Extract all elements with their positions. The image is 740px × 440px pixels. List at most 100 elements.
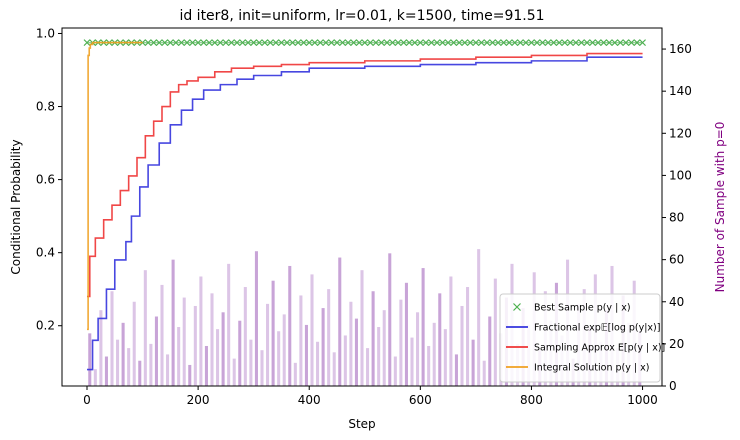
bar-zero-count <box>349 301 353 386</box>
bar-zero-count <box>388 253 392 386</box>
y2-tick-label: 60 <box>669 253 684 267</box>
best-sample-marker <box>450 39 458 47</box>
best-sample-marker <box>550 39 558 47</box>
y2-tick-label: 100 <box>669 168 692 182</box>
best-sample-marker <box>544 39 552 47</box>
best-sample-marker <box>489 39 496 47</box>
bar-zero-count <box>277 331 281 386</box>
series-markers-best-sample <box>83 39 646 47</box>
best-sample-marker <box>633 39 641 47</box>
bar-zero-count <box>360 270 364 386</box>
y2-axis-ticks: 0 20 40 60 80 100 120 140 160 <box>662 42 692 393</box>
bar-zero-count <box>88 333 92 386</box>
best-sample-marker <box>522 39 530 47</box>
x-tick-label: 0 <box>83 393 91 407</box>
y2-tick-label: 120 <box>669 126 692 140</box>
bar-zero-count <box>116 339 120 386</box>
best-sample-marker <box>200 39 208 47</box>
best-sample-marker <box>289 39 296 47</box>
y2-tick-label: 40 <box>669 295 684 309</box>
bar-zero-count <box>321 308 325 386</box>
bar-zero-count <box>232 358 236 386</box>
best-sample-marker <box>433 39 441 47</box>
bar-zero-count <box>177 327 181 386</box>
best-sample-marker <box>333 39 341 47</box>
bar-zero-count <box>471 339 475 386</box>
legend-label: Fractional exp𝔼[log p(y|x)] <box>534 323 660 334</box>
bar-zero-count <box>310 274 314 386</box>
legend-item: Fractional exp𝔼[log p(y|x)] <box>506 323 660 334</box>
legend-swatch <box>513 303 521 311</box>
best-sample-marker <box>639 39 646 47</box>
best-sample-marker <box>600 39 608 47</box>
best-sample-marker <box>355 39 363 47</box>
bar-zero-count <box>110 291 114 386</box>
bar-zero-count <box>121 322 125 386</box>
bar-zero-count <box>343 335 347 386</box>
best-sample-marker <box>405 39 413 47</box>
x-tick-label: 800 <box>520 393 543 407</box>
best-sample-marker <box>500 39 508 47</box>
legend-item: Integral Solution p(y | x) <box>506 363 649 374</box>
bar-zero-count <box>488 316 492 386</box>
bar-zero-count <box>93 369 97 386</box>
y2-tick-label: 80 <box>669 211 684 225</box>
bar-zero-count <box>199 276 203 386</box>
bar-zero-count <box>171 259 175 386</box>
best-sample-marker <box>222 39 230 47</box>
best-sample-marker <box>455 39 463 47</box>
bar-zero-count <box>432 322 436 386</box>
y-tick-label: 0.8 <box>36 100 55 114</box>
best-sample-marker <box>594 39 602 47</box>
best-sample-marker <box>389 39 396 47</box>
best-sample-marker <box>194 39 202 47</box>
bar-zero-count <box>288 265 292 386</box>
bar-zero-count <box>182 297 186 386</box>
x-tick-label: 400 <box>298 393 321 407</box>
y-tick-label: 0.4 <box>36 246 55 260</box>
y-tick-label: 0.2 <box>36 319 55 333</box>
best-sample-marker <box>144 39 152 47</box>
best-sample-marker <box>311 39 319 47</box>
best-sample-marker <box>344 39 352 47</box>
bar-zero-count <box>404 282 408 386</box>
bar-zero-count <box>377 327 381 386</box>
best-sample-marker <box>366 39 374 47</box>
y-tick-label: 0.6 <box>36 173 55 187</box>
best-sample-marker <box>272 39 280 47</box>
line-series-layer <box>83 39 646 371</box>
bar-zero-count <box>166 354 170 386</box>
best-sample-marker <box>172 39 180 47</box>
bar-zero-count <box>366 348 370 386</box>
bar-zero-count <box>193 305 197 386</box>
bar-zero-count <box>327 289 331 386</box>
legend-item: Best Sample p(y | x) <box>513 303 631 314</box>
bar-zero-count <box>282 314 286 386</box>
best-sample-marker <box>439 39 446 47</box>
x-tick-label: 600 <box>409 393 432 407</box>
best-sample-marker <box>150 39 158 47</box>
bar-zero-count <box>249 339 253 386</box>
best-sample-marker <box>83 39 91 47</box>
chart-title: id iter8, init=uniform, lr=0.01, k=1500,… <box>179 8 544 24</box>
best-sample-marker <box>505 39 513 47</box>
best-sample-marker <box>422 39 430 47</box>
bar-zero-count <box>154 316 158 386</box>
best-sample-marker <box>483 39 491 47</box>
legend-label: Integral Solution p(y | x) <box>534 363 649 374</box>
best-sample-marker <box>300 39 308 47</box>
best-sample-marker <box>394 39 402 47</box>
best-sample-marker <box>411 39 419 47</box>
best-sample-marker <box>611 39 619 47</box>
best-sample-marker <box>233 39 241 47</box>
best-sample-marker <box>605 39 613 47</box>
bar-zero-count <box>149 343 153 386</box>
best-sample-marker <box>400 39 408 47</box>
y2-tick-label: 140 <box>669 84 692 98</box>
legend-label: Sampling Approx E[p(y | x)] <box>534 343 665 354</box>
best-sample-marker <box>466 39 474 47</box>
series-line-1 <box>87 56 643 371</box>
best-sample-marker <box>528 39 535 47</box>
best-sample-marker <box>416 39 424 47</box>
